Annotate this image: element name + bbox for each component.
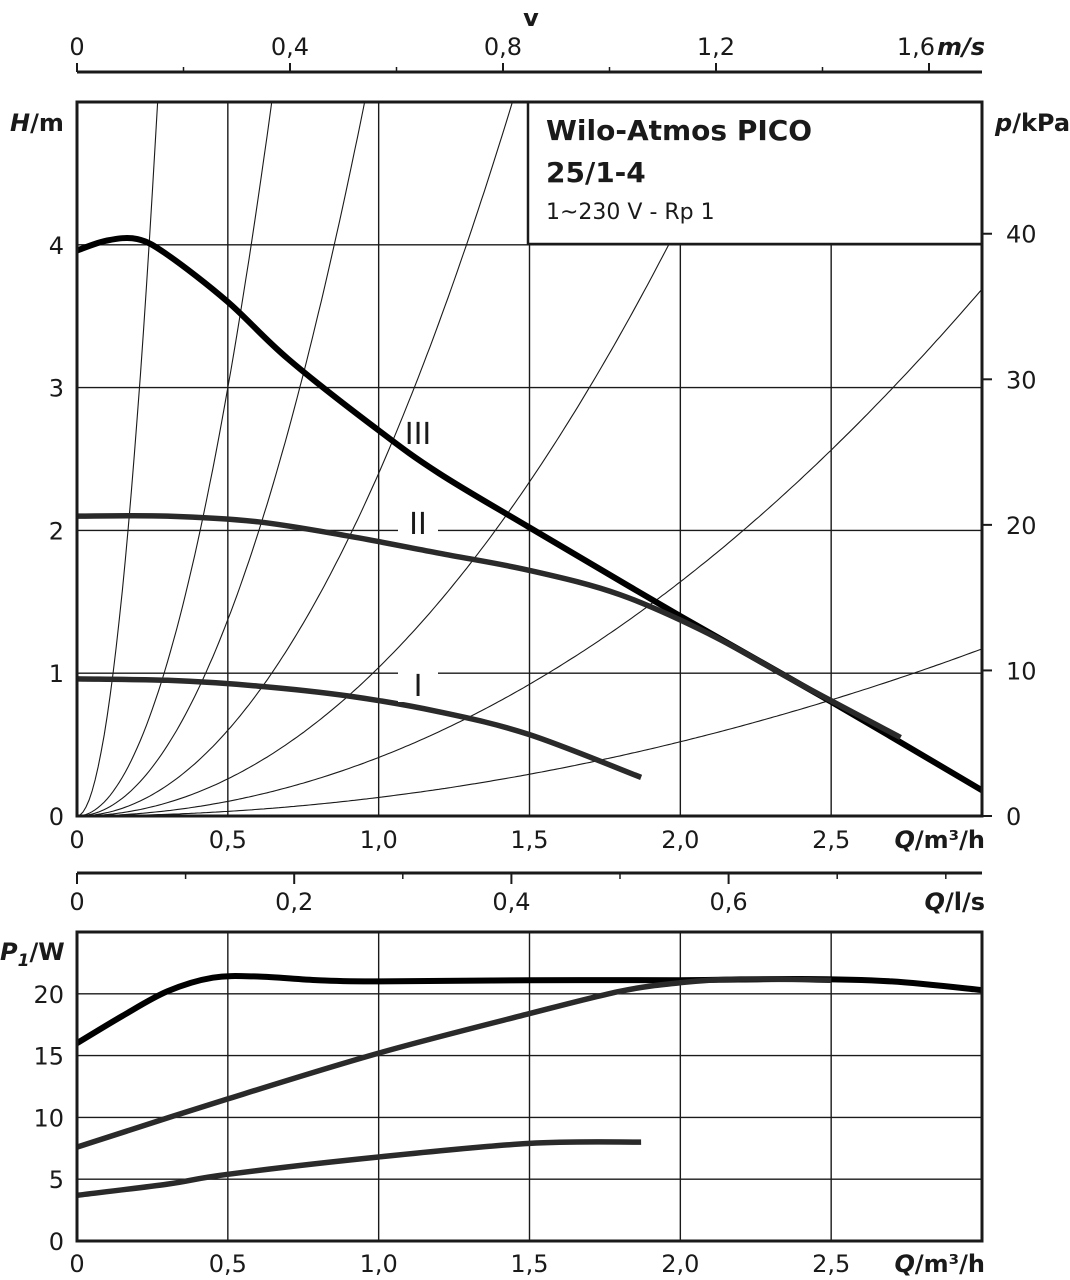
power-x-tick-label: 0 — [69, 1250, 84, 1278]
system-curve — [77, 102, 366, 816]
velocity-tick-label: 1,6 — [897, 33, 935, 61]
pressure-tick-label: 20 — [1006, 512, 1037, 540]
flow-ls-axis: 0 0,2 0,4 0,6 Q/l/s — [69, 871, 985, 916]
flow-ls-tick-label: 0,6 — [710, 888, 748, 916]
power-y-tick-label: 15 — [33, 1043, 64, 1071]
head-curve-II — [77, 512, 902, 740]
chart-title: Wilo-Atmos PICO — [546, 114, 812, 147]
power-x-tick-label: 2,0 — [661, 1250, 699, 1278]
power-x-tick-label: 0,5 — [209, 1250, 247, 1278]
power-chart: 0 0,5 1,0 1,5 2,0 2,5 0 5 10 15 20 P1/W Q/m³/h — [0, 930, 985, 1278]
curve-label-I: I — [414, 669, 423, 704]
flow-ls-axis-label: Q/l/s — [925, 888, 985, 916]
pressure-tick-label: 0 — [1006, 803, 1021, 831]
system-curve — [77, 102, 740, 816]
curve-label-bg — [398, 666, 438, 702]
head-y-tick-label: 1 — [49, 660, 64, 688]
velocity-axis-symbol: v — [523, 4, 539, 32]
curve-label-bg — [398, 504, 438, 540]
power-y-tick-label: 5 — [49, 1166, 64, 1194]
head-x-tick-label: 2,5 — [812, 826, 850, 854]
head-x-tick-label: 2,0 — [661, 826, 699, 854]
flow-ls-tick-label: 0 — [69, 888, 84, 916]
system-curve — [77, 102, 513, 816]
head-x-tick-label: 0 — [69, 826, 84, 854]
head-x-tick-label: 1,0 — [360, 826, 398, 854]
model-name: 25/1-4 — [546, 156, 646, 189]
velocity-tick-label: 0,4 — [271, 33, 309, 61]
power-curve-II — [77, 976, 832, 1150]
system-curve — [77, 288, 982, 816]
power-plot-frame — [75, 930, 984, 1243]
pressure-tick-label: 10 — [1006, 657, 1037, 685]
velocity-tick-label: 0,8 — [484, 33, 522, 61]
power-y-tick-label: 20 — [33, 981, 64, 1009]
power-x-tick-label: 2,5 — [812, 1250, 850, 1278]
curve-label-III: III — [405, 417, 432, 452]
velocity-axis: 0 0,4 0,8 1,2 1,6 v m/s — [69, 4, 985, 74]
pressure-tick-label: 40 — [1006, 221, 1037, 249]
head-y-tick-label: 0 — [49, 803, 64, 831]
head-y-tick-label: 4 — [49, 232, 64, 260]
flow-ls-tick-label: 0,4 — [492, 888, 530, 916]
head-y-tick-label: 2 — [49, 517, 64, 545]
power-x-tick-label: 1,5 — [510, 1250, 548, 1278]
system-curve — [77, 102, 273, 816]
flow-ls-tick-label: 0,2 — [275, 888, 313, 916]
head-axis-label: H/m — [10, 109, 64, 137]
velocity-axis-unit: m/s — [937, 33, 985, 61]
flow-axis-label-bottom: Q/m³/h — [894, 1250, 985, 1278]
power-x-tick-label: 1,0 — [360, 1250, 398, 1278]
velocity-tick-label: 0 — [69, 33, 84, 61]
chart-subtitle: 1~230 V - Rp 1 — [546, 200, 715, 225]
head-curve-I — [77, 676, 643, 780]
head-y-tick-label: 3 — [49, 375, 64, 403]
pressure-axis-label: p/kPa — [994, 109, 1070, 137]
title-box — [526, 100, 984, 246]
power-axis-label: P1/W — [0, 938, 65, 971]
pressure-tick-label: 30 — [1006, 366, 1037, 394]
velocity-tick-label: 1,2 — [697, 33, 735, 61]
power-curve-I — [77, 1139, 642, 1199]
power-y-tick-label: 0 — [49, 1228, 64, 1256]
head-x-tick-label: 1,5 — [510, 826, 548, 854]
flow-axis-label-top: Q/m³/h — [894, 826, 985, 854]
head-x-tick-label: 0,5 — [209, 826, 247, 854]
power-y-tick-label: 10 — [33, 1104, 64, 1132]
head-plot-frame — [75, 100, 984, 818]
curve-label-II: II — [409, 507, 427, 542]
system-curve — [77, 102, 159, 816]
